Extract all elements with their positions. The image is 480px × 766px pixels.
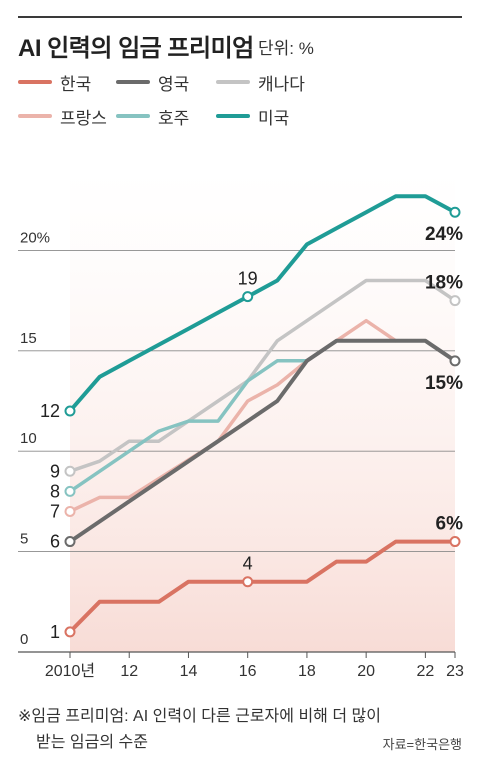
data-label: 9 [50,461,60,481]
legend-label-uk: 영국 [158,74,190,94]
series-line-usa [68,194,457,413]
x-tick-label: 16 [239,663,257,680]
data-marker-usa [64,405,76,417]
data-marker-usa [242,291,254,303]
series-line-uk [68,338,457,544]
x-tick-label: 23 [446,663,464,680]
y-tick-label: 5 [20,531,28,548]
legend-swatch-france [18,114,52,118]
y-tick-label: 15 [20,330,37,347]
y-tick-label: 20% [20,229,50,246]
legend-label-australia: 호주 [158,108,190,128]
data-marker-korea [449,536,461,548]
legend-item-korea: 한국 [18,70,91,94]
data-marker-usa [449,206,461,218]
legend-swatch-korea [18,80,52,84]
data-label: 6 [50,532,60,552]
data-marker-uk [449,355,461,367]
x-tick-label: 18 [298,663,316,680]
data-marker-korea [64,626,76,638]
legend-item-australia: 호주 [116,104,189,128]
data-marker-korea [242,576,254,588]
legend-swatch-uk [116,80,150,84]
series-line-australia [68,359,309,494]
data-label: 19 [238,269,258,289]
source-label: 자료=한국은행 [382,737,462,752]
top-rule [18,16,462,18]
legend-swatch-australia [116,114,150,118]
y-tick-label: 0 [20,631,28,648]
data-marker-australia [64,485,76,497]
data-marker-canada [64,465,76,477]
legend-swatch-usa [216,114,250,118]
data-label: 7 [50,501,60,521]
unit-label: 단위: % [258,39,314,58]
legend-item-uk: 영국 [116,70,189,94]
data-label: 4 [243,554,253,574]
data-label: 18% [425,273,463,294]
data-marker-france [64,505,76,517]
data-label: 24% [425,224,463,245]
x-tick-label: 22 [416,663,434,680]
footnote-line-2: 받는 임금의 수준 [36,734,148,751]
series-line-canada [68,278,457,474]
data-marker-uk [64,536,76,548]
data-label: 15% [425,373,463,394]
legend-label-france: 프랑스 [60,108,107,128]
data-marker-canada [449,295,461,307]
legend: 한국 영국 캐나다 프랑스 호주 미국 [18,70,458,130]
data-label: 6% [436,514,464,535]
footnote: ※임금 프리미엄: AI 인력이 다른 근로자에 비해 더 많이 받는 임금의 … [18,704,458,756]
legend-label-canada: 캐나다 [258,74,305,94]
footnote-line-1: ※임금 프리미엄: AI 인력이 다른 근로자에 비해 더 많이 [18,708,381,725]
legend-item-france: 프랑스 [18,104,107,128]
x-tick-label: 20 [357,663,375,680]
series-line-france [68,318,398,514]
y-tick-label: 10 [20,430,37,447]
legend-item-canada: 캐나다 [216,70,305,94]
series-line-korea [68,539,457,634]
legend-swatch-canada [216,80,250,84]
legend-label-korea: 한국 [60,74,92,94]
x-tick-label: 2010년 [45,662,95,680]
chart-title: AI 인력의 임금 프리미엄 [18,35,254,62]
data-label: 1 [50,622,60,642]
data-label: 12 [40,401,60,421]
data-label: 8 [50,481,60,501]
x-tick-label: 12 [120,663,138,680]
x-tick-label: 14 [180,663,198,680]
legend-label-usa: 미국 [258,108,290,128]
legend-item-usa: 미국 [216,104,289,128]
